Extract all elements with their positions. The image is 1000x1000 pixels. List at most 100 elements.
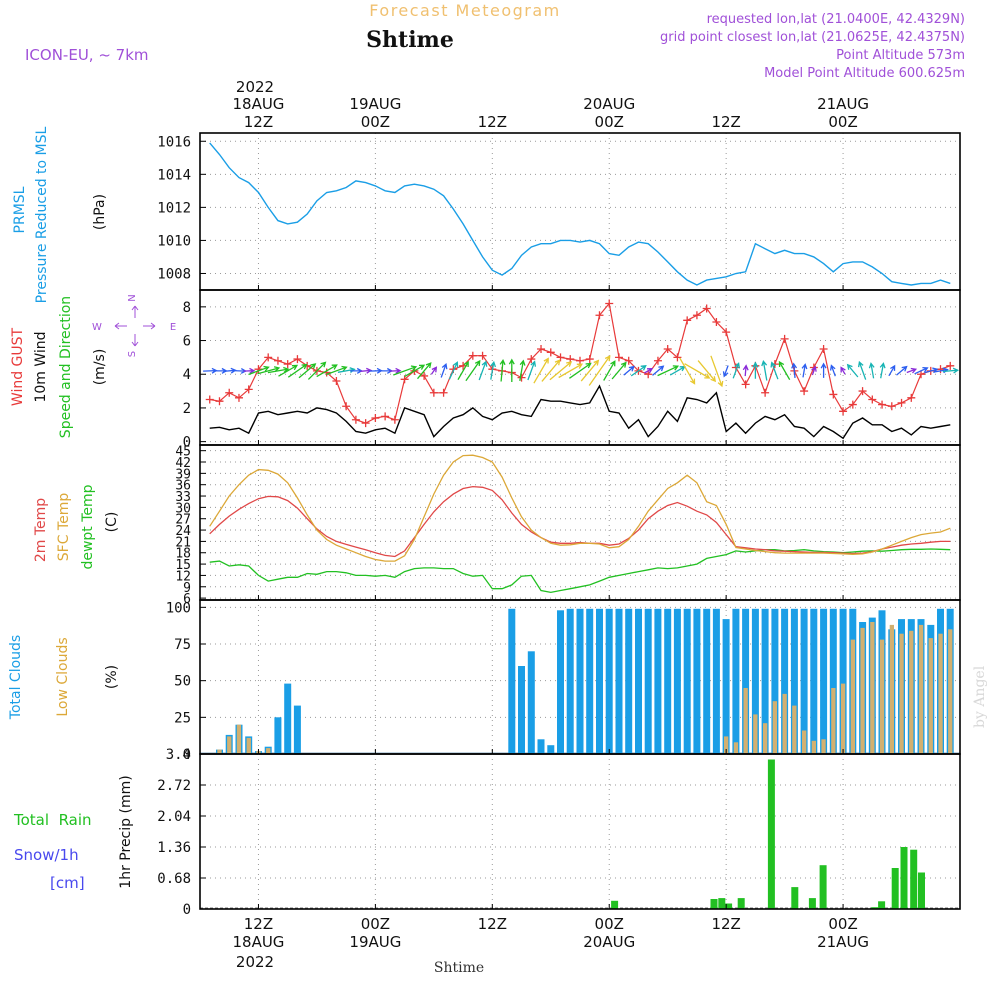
wind-direction-arrow (267, 366, 290, 374)
wind-gust-marker (907, 393, 916, 402)
compass-north-label: N (127, 294, 138, 301)
total-clouds-bar (654, 608, 662, 754)
wind-gust-marker (761, 388, 770, 397)
total-clouds-bar (683, 608, 691, 754)
wind-gust-marker (234, 393, 243, 402)
rain-bar (891, 868, 899, 909)
total-clouds-bar (761, 608, 769, 754)
meteogram-title: Forecast Meteogram (369, 1, 560, 20)
compass-icon: N S W E (92, 294, 176, 357)
precip-ytick-label: 1.36 (157, 840, 191, 856)
low-clouds-bar (831, 688, 836, 754)
grid-point-coords: grid point closest lon,lat (21.0625E, 42… (660, 30, 965, 45)
wind-gust-marker (722, 328, 731, 337)
top-date-label: 20AUG (583, 95, 635, 113)
wind-direction-arrow (684, 363, 711, 379)
temperature-ytick-label: 39 (175, 467, 191, 482)
top-hour-label: 12Z (244, 113, 273, 131)
clouds-unit-label: (%) (104, 665, 120, 689)
wind-gust-marker (878, 400, 887, 409)
wind-direction-arrow (457, 360, 469, 381)
wind-direction-arrow (316, 364, 338, 378)
temperature-ytick-label: 30 (175, 501, 191, 516)
total-clouds-bar (742, 608, 750, 754)
total-clouds-bar (284, 683, 292, 754)
total-clouds-bar (771, 608, 779, 754)
total-clouds-bar (518, 666, 525, 754)
wind-gust-marker (283, 360, 292, 369)
wind-gust-marker (576, 356, 584, 365)
wind-grid (200, 290, 960, 445)
compass-east-label: E (170, 322, 176, 333)
wind-direction-arrow (448, 361, 459, 380)
rain-bar (900, 847, 908, 909)
pressure-label-short: PRMSL (12, 186, 28, 233)
total-clouds-bar (625, 608, 633, 754)
low-clouds-bar (733, 742, 739, 754)
wind-direction-arrow (490, 360, 497, 380)
temp-2m-line (209, 485, 951, 558)
total-clouds-bar (293, 705, 301, 754)
wind-unit-label: (m/s) (92, 349, 108, 386)
wind-direction-arrow (541, 359, 561, 382)
wind-direction-arrow (722, 365, 729, 378)
low-clouds-bar (850, 639, 855, 754)
rain-bar (871, 907, 879, 909)
compass-south-label: S (127, 351, 138, 357)
low-clouds-bar (928, 638, 933, 754)
total-clouds-bar (635, 608, 642, 754)
rain-bar (910, 849, 918, 909)
wind-gust-marker (205, 395, 214, 404)
temp-dewpt-label: dewpt Temp (80, 484, 96, 569)
pressure-unit-label: (hPa) (92, 194, 108, 230)
bottom-hour-label: 00Z (595, 915, 624, 933)
wind-direction-arrow (588, 355, 611, 386)
wind-direction-arrow (801, 363, 808, 378)
total-clouds-bar (810, 608, 818, 754)
wind-direction-arrow (697, 360, 717, 383)
wind-gust-marker (361, 419, 370, 428)
total-clouds-bar (673, 608, 681, 754)
total-clouds-bar (664, 608, 672, 754)
wind10m-label: 10m Wind (33, 331, 49, 402)
wind-direction-arrow (298, 363, 317, 379)
total-clouds-bar (790, 608, 798, 754)
wind-direction-arrow (761, 359, 768, 381)
wind-gust-marker (858, 387, 867, 396)
temperature-ytick-label: 42 (175, 456, 191, 471)
low-clouds-bar (899, 633, 904, 754)
wind-gust-marker (683, 316, 692, 325)
wind-direction-arrow (846, 363, 859, 378)
model-altitude: Model Point Altitude 600.625m (764, 66, 965, 81)
total-clouds-bar (586, 608, 594, 754)
wind-gust-marker (517, 373, 526, 382)
pressure-line (209, 142, 951, 286)
total-clouds-bar (722, 619, 730, 754)
gust-label: Wind GUST (10, 327, 26, 406)
wind-direction-arrow (549, 361, 573, 381)
total-clouds-bar (781, 608, 789, 754)
precip-ytick-label: 2.72 (157, 778, 191, 794)
low-clouds-bar (772, 701, 777, 754)
total-clouds-label: Total Clouds (8, 635, 24, 720)
wind-gust-marker (351, 415, 360, 424)
temperature-ytick-label: 15 (175, 558, 191, 573)
wind-direction-arrow (857, 360, 867, 380)
wind-direction-arrow (278, 364, 299, 377)
wind-direction-arrow (879, 362, 886, 379)
wind-gust-marker (673, 353, 682, 362)
wind-gust-marker (868, 395, 877, 404)
top-date-label: 18AUG (232, 95, 284, 113)
rain-bar (767, 759, 775, 909)
low-clouds-bar (948, 629, 953, 754)
top-hour-label: 12Z (478, 113, 507, 131)
bottom-date-label: 21AUG (817, 933, 869, 951)
temperature-ytick-label: 21 (175, 535, 191, 550)
temperature-ytick-label: 45 (175, 445, 191, 460)
bottom-year-label: 2022 (236, 953, 274, 971)
low-clouds-bar (918, 624, 924, 754)
temp-sfc-line (209, 454, 951, 562)
wind-ytick-label: 6 (183, 334, 191, 350)
wind-direction-arrow (710, 355, 724, 388)
